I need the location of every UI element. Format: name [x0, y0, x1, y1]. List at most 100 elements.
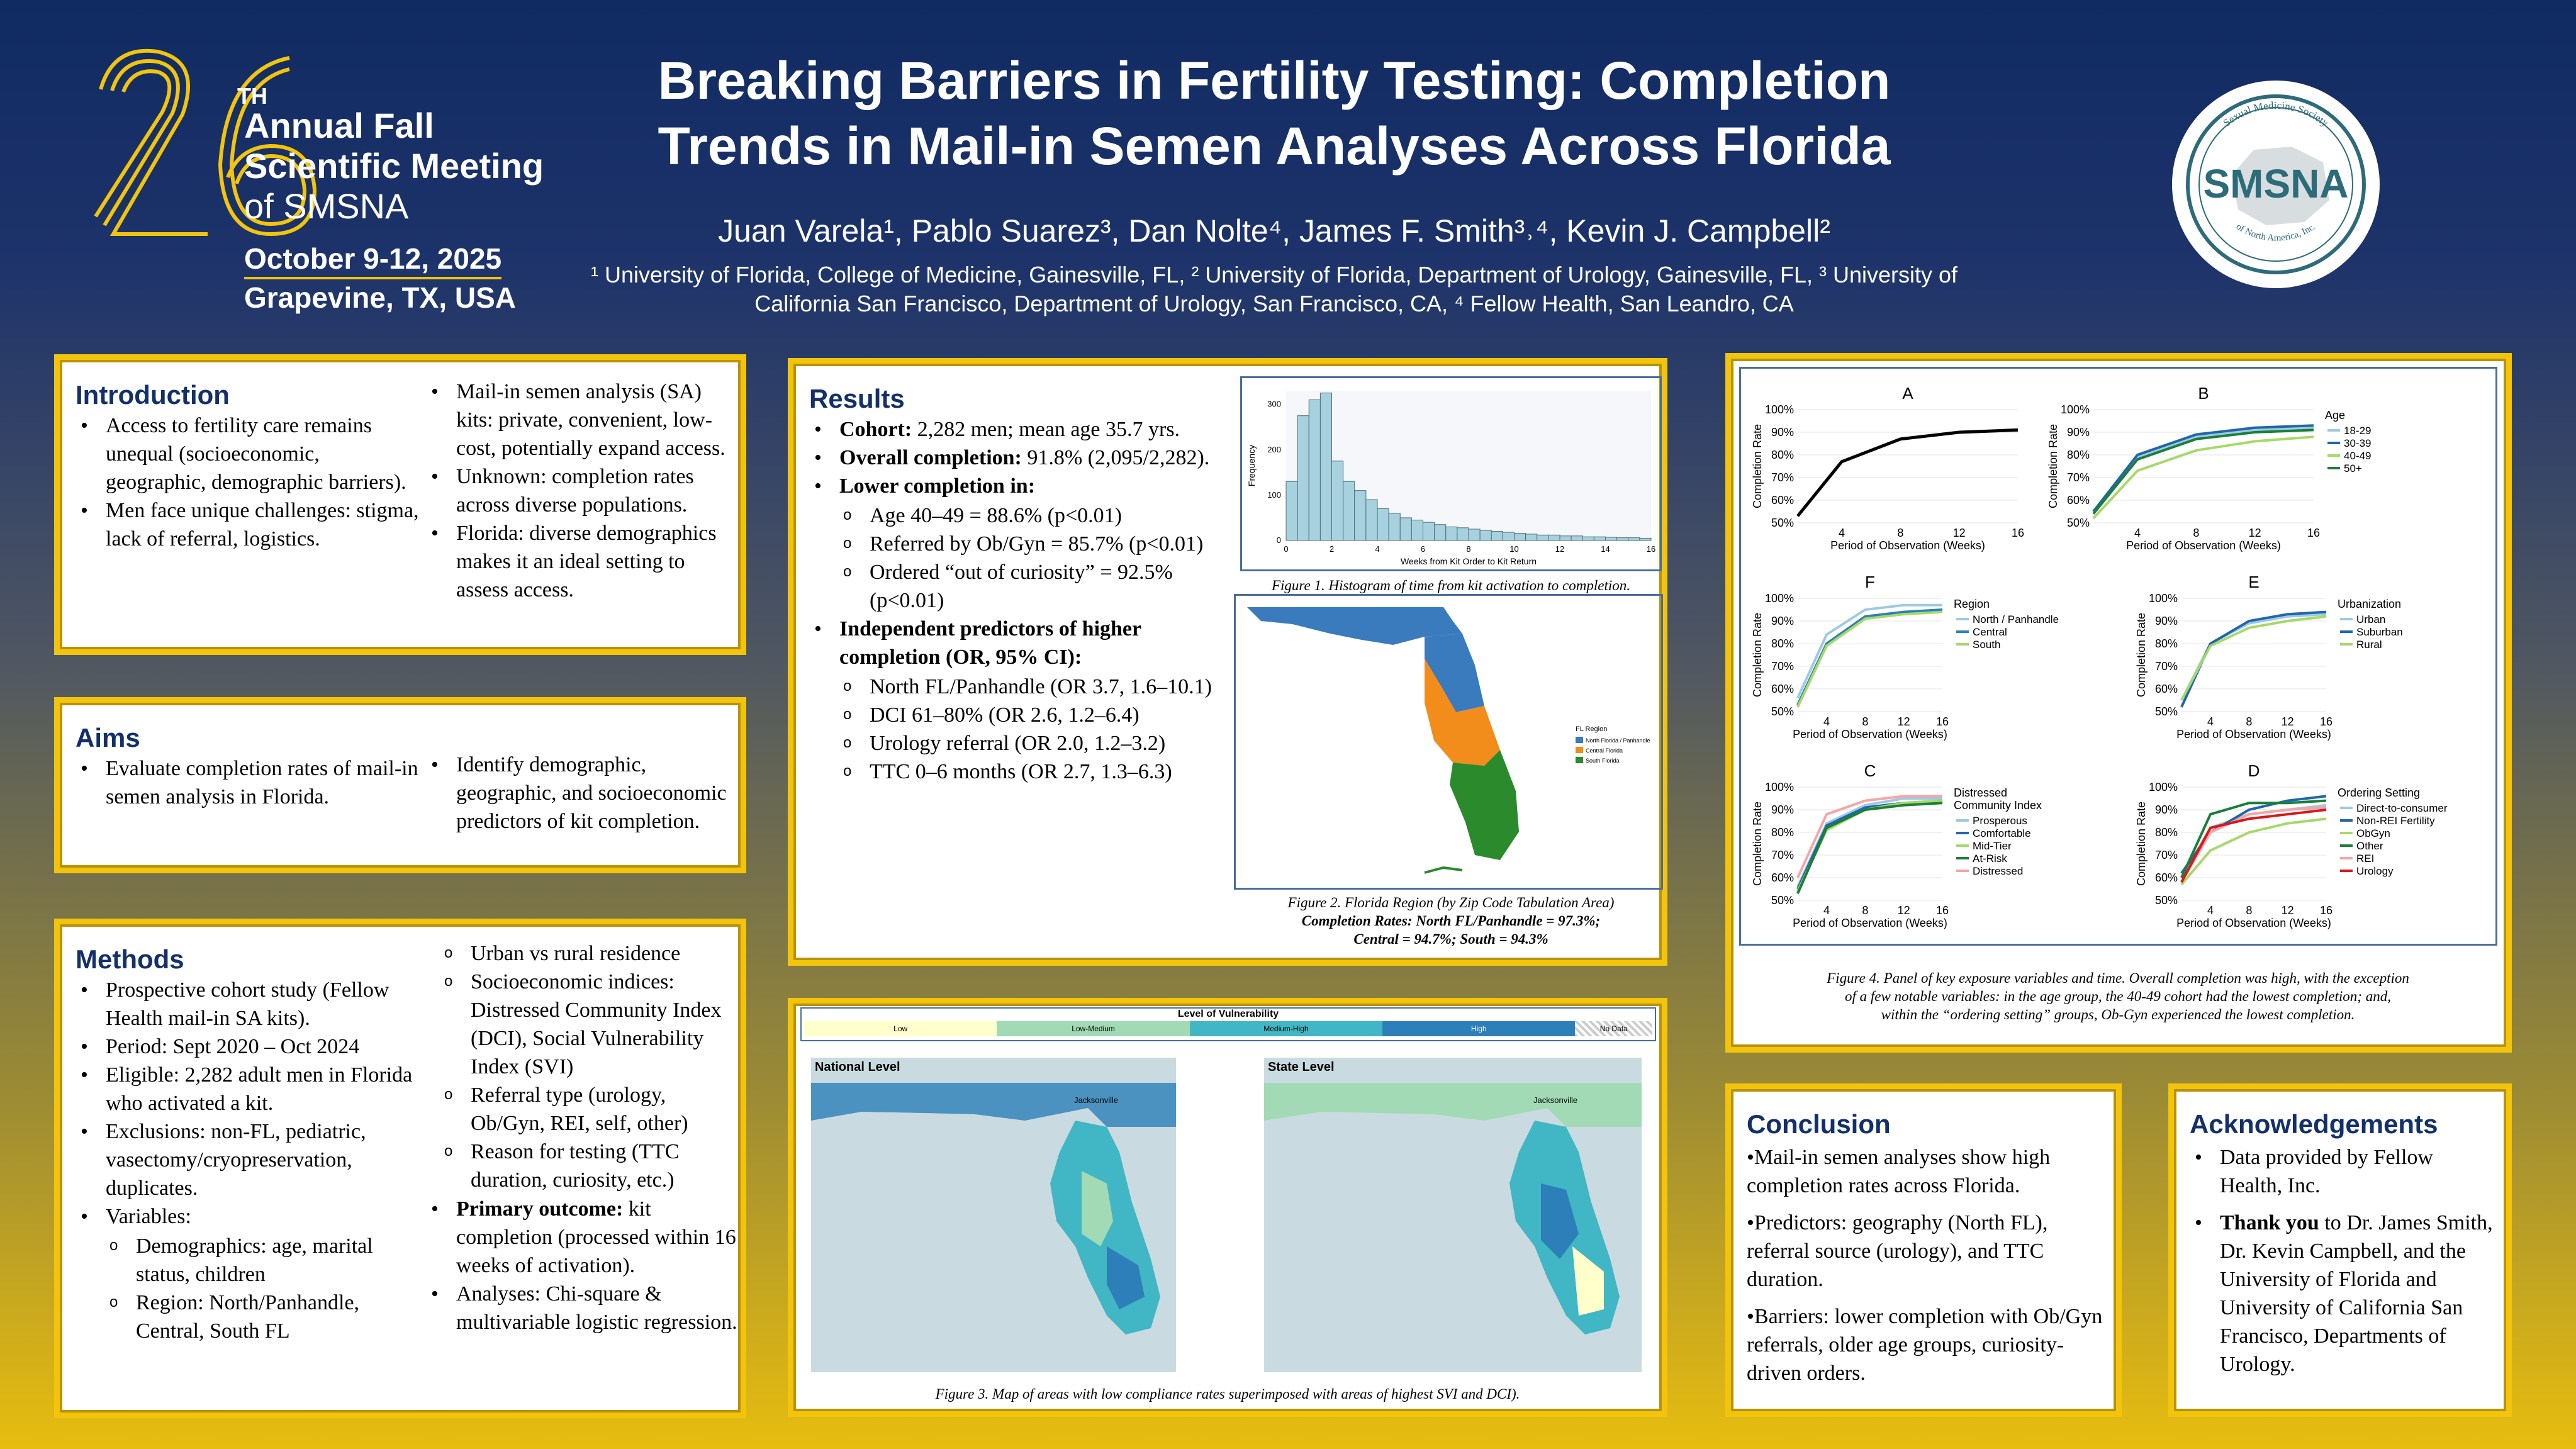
legend-label: Direct-to-consumer: [2356, 802, 2448, 814]
x-tick-label: 4: [2207, 715, 2214, 728]
legend-label: Urology: [2356, 865, 2394, 877]
affiliations-line1: ¹ University of Florida, College of Medi…: [590, 262, 1958, 288]
list-item: Evaluate completion rates of mail-in sem…: [76, 754, 422, 811]
y-axis-label: Frequency: [1246, 445, 1257, 486]
svg-text:of North America, Inc.: of North America, Inc.: [2234, 221, 2317, 243]
predictors-sublist: North FL/Panhandle (OR 3.7, 1.6–10.1) DC…: [839, 672, 1212, 786]
authors: Juan Varela¹, Pablo Suarez³, Dan Nolte⁴,…: [718, 213, 1830, 249]
series-line: [2092, 424, 2314, 513]
y-tick-label: 100%: [2061, 403, 2090, 416]
panel-letter: B: [2198, 384, 2209, 403]
histogram-bar: [1354, 490, 1367, 541]
x-tick-label: 16: [2320, 904, 2332, 917]
vulnerability-legend: Level of Vulnerability Low Low-Medium Me…: [800, 1007, 1656, 1041]
x-tick-label: 8: [1466, 544, 1470, 554]
figure2-title: Figure 2. Florida Region (by Zip Code Ta…: [1287, 895, 1615, 910]
y-axis-label: Completion Rate: [2047, 424, 2059, 508]
figure3-caption: Figure 3. Map of areas with low complian…: [935, 1386, 1520, 1402]
list-item: Exclusions: non-FL, pediatric, vasectomy…: [76, 1117, 428, 1202]
list-item: Men face unique challenges: stigma, lack…: [76, 496, 422, 553]
legend-bar: Low Low-Medium Medium-High High No Data: [804, 1021, 1652, 1036]
list-item: Variables: Demographics: age, marital st…: [76, 1202, 428, 1345]
histogram-bar: [1605, 537, 1618, 541]
list-item: Period: Sept 2020 – Oct 2024: [76, 1032, 428, 1061]
y-tick-label: 70%: [1771, 471, 1794, 484]
series-line: [2180, 806, 2327, 883]
legend-label: 40-49: [2344, 450, 2371, 462]
histogram-bar: [1571, 535, 1583, 541]
y-axis-label: Completion Rate: [2135, 613, 2148, 697]
y-tick-label: 100: [1267, 490, 1281, 500]
figure4-caption: Figure 4. Panel of key exposure variable…: [1744, 969, 2492, 1024]
x-tick-label: 8: [1862, 904, 1868, 917]
y-tick-label: 60%: [1771, 871, 1794, 884]
list-item: •Predictors: geography (North FL), refer…: [1747, 1211, 2048, 1291]
figure1-caption: Figure 1. Histogram of time from kit act…: [1271, 578, 1631, 593]
histogram-bar: [1434, 524, 1447, 541]
y-tick-label: 60%: [2067, 494, 2090, 506]
list-item: North FL/Panhandle (OR 3.7, 1.6–10.1): [839, 672, 1212, 701]
legend-label: 30-39: [2344, 437, 2371, 449]
y-tick-label: 90%: [1771, 615, 1794, 627]
legend-label: Distressed: [1973, 865, 2023, 877]
list-item: Ordered “out of curiosity” = 92.5% (p<0.…: [839, 557, 1212, 615]
legend-label: Comfortable: [1973, 827, 2031, 839]
x-tick-label: 16: [1936, 904, 1949, 917]
panel-letter: F: [1865, 573, 1875, 591]
x-tick-label: 16: [2307, 527, 2320, 539]
list-item: Region: North/Panhandle, Central, South …: [106, 1288, 428, 1345]
legend-title: Urbanization: [2338, 598, 2401, 610]
figure2-caption: Figure 2. Florida Region (by Zip Code Ta…: [1234, 893, 1668, 948]
y-tick-label: 80%: [2155, 826, 2178, 839]
meeting-dates: October 9-12, 2025: [244, 242, 502, 279]
title-line2: Trends in Mail-in Semen Analyses Across …: [658, 116, 1891, 176]
histogram-bar: [1297, 415, 1309, 541]
ack-heading: Acknowledgements: [2190, 1109, 2438, 1139]
list-item: Identify demographic, geographic, and so…: [426, 751, 741, 836]
x-axis-label: Period of Observation (Weeks): [1793, 917, 1947, 929]
ring-bottom-text: of North America, Inc.: [2234, 221, 2317, 243]
state-panhandle-shape: [1264, 1083, 1642, 1127]
list-item: Access to fertility care remains unequal…: [76, 411, 422, 496]
x-tick-label: 14: [1601, 544, 1610, 554]
series-line: [1796, 428, 2019, 517]
x-axis-label: Weeks from Kit Order to Kit Return: [1401, 556, 1537, 566]
y-tick-label: 90%: [1771, 803, 1794, 816]
x-tick-label: 8: [2246, 715, 2252, 728]
list-item: Primary outcome: kit completion (process…: [426, 1195, 741, 1280]
lower-label: Lower completion in:: [839, 474, 1036, 498]
variables-label: Variables:: [106, 1205, 191, 1228]
figure4-caption-line1: Figure 4. Panel of key exposure variable…: [1827, 970, 2409, 986]
y-tick-label: 80%: [1771, 449, 1794, 461]
national-map-svg: Jacksonville: [811, 1083, 1176, 1334]
list-item: Lower completion in: Age 40–49 = 88.6% (…: [809, 472, 1212, 615]
logo-text: SMSNA: [2203, 161, 2348, 206]
legend-label: Central: [1973, 626, 2007, 638]
aims-panel: Aims Evaluate completion rates of mail-i…: [54, 697, 746, 873]
x-tick-label: 12: [1898, 715, 1910, 728]
y-tick-label: 50%: [1771, 894, 1794, 907]
national-level-map: National Level Jacksonville: [811, 1058, 1176, 1372]
x-tick-label: 8: [1862, 715, 1868, 728]
histogram-bar: [1343, 481, 1355, 541]
histogram-bar: [1491, 531, 1503, 541]
legend-title: Region: [1954, 598, 1990, 610]
figure4-panel: A 50% 60% 70% 80% 90% 100% 4 8 12 16 Period of Obse…: [1725, 353, 2512, 1053]
results-panel: Results Cohort: 2,282 men; mean age 35.7…: [788, 358, 1667, 966]
thanks-label: Thank you: [2220, 1211, 2319, 1234]
histogram-bar: [1319, 393, 1332, 541]
histogram-bar: [1593, 536, 1606, 541]
state-city-label: Jacksonville: [1533, 1095, 1577, 1105]
y-tick-label: 80%: [2067, 449, 2090, 461]
legend-label: ObGyn: [2356, 827, 2390, 839]
list-item: DCI 61–80% (OR 2.6, 1.2–6.4): [839, 700, 1212, 729]
thanks-text: to Dr. James Smith, Dr. Kevin Campbell, …: [2220, 1211, 2493, 1376]
ordinal-suffix: TH: [237, 83, 267, 109]
x-tick-label: 16: [1936, 715, 1949, 728]
series-line: [2180, 799, 2327, 878]
figure4-caption-line3: within the “ordering setting” groups, Ob…: [1881, 1007, 2355, 1022]
x-tick-label: 12: [1555, 544, 1564, 554]
overall-text: 91.8% (2,095/2,282).: [1021, 446, 1210, 469]
methods-sublist-right: Urban vs rural residence Socioeconomic i…: [440, 939, 736, 1194]
